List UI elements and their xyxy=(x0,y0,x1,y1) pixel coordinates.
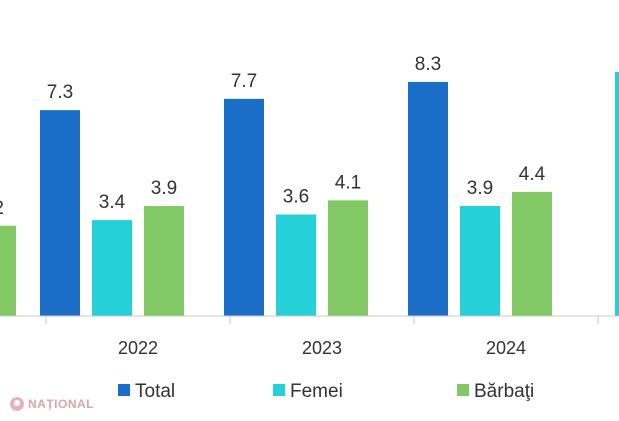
value-label: 4.4 xyxy=(519,164,546,185)
watermark-text: NAȚIONAL xyxy=(28,397,94,411)
value-label: 8.3 xyxy=(415,54,441,75)
legend-swatch-bărbaţi xyxy=(457,384,469,396)
value-labels-group: .2 7.3 3.4 3.9 7.7 3.6 4.1 8.3 3.9 4.4 xyxy=(0,54,546,219)
value-label: 7.3 xyxy=(47,82,73,103)
bar-2023-femei xyxy=(276,214,316,316)
category-labels-group: 2022 2023 2024 xyxy=(118,338,526,358)
value-label: 3.4 xyxy=(99,192,126,213)
legend-label: Total xyxy=(135,381,175,402)
value-label: 3.9 xyxy=(151,178,177,199)
bar-2022-bărbaţi xyxy=(144,206,184,316)
bar-edge-partial xyxy=(615,72,619,316)
x-axis-ticks xyxy=(45,316,599,324)
logo-icon xyxy=(10,397,24,411)
legend-label: Bărbaţi xyxy=(474,381,534,402)
bar-2023-bărbaţi xyxy=(328,200,368,316)
category-label: 2023 xyxy=(302,338,342,358)
bar-2022-total xyxy=(40,110,80,316)
legend-label: Femei xyxy=(290,381,343,402)
legend-swatch-femei xyxy=(273,384,285,396)
value-label: .2 xyxy=(0,198,4,219)
legend-swatch-total xyxy=(118,384,130,396)
bar-2022-femei xyxy=(92,220,132,316)
bars-group xyxy=(0,72,619,316)
category-label: 2022 xyxy=(118,338,158,358)
bar-2023-total xyxy=(224,98,264,316)
bar-prev-bărbaţi xyxy=(0,225,16,316)
value-label: 4.1 xyxy=(335,172,361,193)
category-label: 2024 xyxy=(486,338,526,358)
bar-2024-total xyxy=(408,81,448,316)
watermark: NAȚIONAL xyxy=(10,397,94,411)
value-label: 7.7 xyxy=(231,71,257,92)
legend: Total Femei Bărbaţi xyxy=(118,381,534,402)
bar-2024-femei xyxy=(460,206,500,316)
bar-2024-bărbaţi xyxy=(512,191,552,316)
value-label: 3.6 xyxy=(283,186,309,207)
value-label: 3.9 xyxy=(467,178,493,199)
